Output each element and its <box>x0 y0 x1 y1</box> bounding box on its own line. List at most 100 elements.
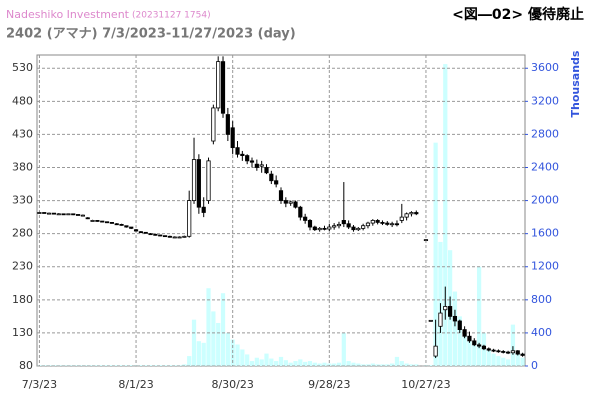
candle-body <box>298 206 303 218</box>
y2-tick-label: 0 <box>531 359 538 372</box>
candle-body <box>356 227 361 231</box>
candle-body <box>404 213 409 218</box>
y2-axis-label: Thousands <box>569 50 582 117</box>
candle-body <box>336 223 342 227</box>
volume-bar <box>114 365 119 366</box>
candle-body <box>61 213 66 216</box>
candle-body <box>414 212 419 215</box>
candle-body <box>443 306 448 311</box>
candle-body <box>288 201 293 204</box>
volume-bar <box>278 356 284 366</box>
volume-bar <box>206 288 211 366</box>
candle-body <box>254 163 259 168</box>
volume-bar <box>124 365 129 366</box>
candle-body <box>501 351 506 353</box>
volume-bar <box>361 364 366 366</box>
volume-bar <box>365 364 371 366</box>
candle-body <box>95 220 100 222</box>
volume-bar <box>520 357 525 366</box>
y2-tick-label: 3200 <box>531 94 559 107</box>
volume-bar <box>288 362 293 366</box>
volume-bar <box>443 64 448 367</box>
candle-body <box>245 155 250 162</box>
volume-bar <box>341 332 346 366</box>
x-tick-label: 7/3/23 <box>22 378 57 391</box>
volume-bar <box>336 362 342 366</box>
volume-bar <box>264 353 269 366</box>
candle-body <box>448 306 453 317</box>
volume-bar <box>462 332 467 366</box>
volume-bar <box>501 357 506 366</box>
volume-bar <box>162 365 168 366</box>
volume-bar <box>245 354 250 366</box>
source: Nadeshiko Investment <box>6 8 130 21</box>
y2-tick-label: 3600 <box>531 61 559 74</box>
volume-bar <box>129 365 134 366</box>
volume-bar <box>370 363 375 366</box>
candle-body <box>370 220 375 224</box>
candle-body <box>433 345 438 357</box>
volume-bar <box>375 364 380 366</box>
candle-body <box>380 222 385 224</box>
volume-bar <box>109 365 115 366</box>
volume-bar <box>322 362 327 366</box>
chart-title: 2402 (アマナ) 7/3/2023-11/27/2023 (day) <box>6 27 296 42</box>
x-tick-label: 10/27/23 <box>401 378 450 391</box>
volume-bar <box>472 345 477 366</box>
candle-body <box>182 235 187 238</box>
volume-bar <box>394 356 400 366</box>
candle-body <box>423 239 429 242</box>
candle-body <box>332 225 337 228</box>
y-tick-label: 530 <box>12 61 33 74</box>
candle-body <box>104 221 110 224</box>
candle-body <box>327 226 332 230</box>
candle-body <box>46 212 52 215</box>
y-tick-label: 230 <box>12 260 33 273</box>
volume-bar <box>274 361 279 366</box>
candle-body <box>322 227 327 230</box>
volume-bar <box>332 363 337 366</box>
volume-bar <box>414 364 419 366</box>
candle-body <box>187 200 192 237</box>
volume-bar <box>191 319 197 366</box>
candle-body <box>90 220 95 222</box>
volume-bar <box>457 316 462 366</box>
volume-bar <box>327 363 332 366</box>
volume-bar <box>433 142 438 366</box>
candle-body <box>307 220 313 228</box>
volume-bar <box>182 364 187 366</box>
candle-body <box>119 223 124 226</box>
volume-bar <box>187 356 192 366</box>
volume-bar <box>211 311 216 366</box>
candle-body <box>390 223 395 226</box>
volume-bar <box>467 341 472 366</box>
y2-tick-label: 400 <box>531 326 552 339</box>
candle-body <box>399 216 404 221</box>
candle-body <box>235 147 240 155</box>
candle-body <box>124 225 129 228</box>
candle-body <box>361 225 366 229</box>
volume-bar <box>153 365 158 366</box>
y-tick-label: 130 <box>12 326 33 339</box>
candle-body <box>428 319 433 322</box>
candle-body <box>191 159 197 201</box>
volume-bar <box>119 365 124 366</box>
candle-body <box>85 217 90 220</box>
volume-bar <box>303 361 308 366</box>
candle-body <box>177 236 182 239</box>
volume-bar <box>452 291 458 366</box>
volume-bar <box>259 359 264 366</box>
volume-bar <box>356 363 361 366</box>
volume-bar <box>380 364 385 366</box>
candle-body <box>317 227 322 231</box>
candle-body <box>216 61 221 109</box>
candle-body <box>129 226 134 229</box>
candle-body <box>167 235 172 238</box>
y-tick-label: 380 <box>12 160 33 173</box>
volume-bar <box>351 362 356 366</box>
volume-bar <box>491 353 496 366</box>
candle-body <box>143 231 148 234</box>
y-tick-label: 480 <box>12 94 33 107</box>
y-tick-label: 180 <box>12 293 33 306</box>
candle-body <box>505 351 511 354</box>
